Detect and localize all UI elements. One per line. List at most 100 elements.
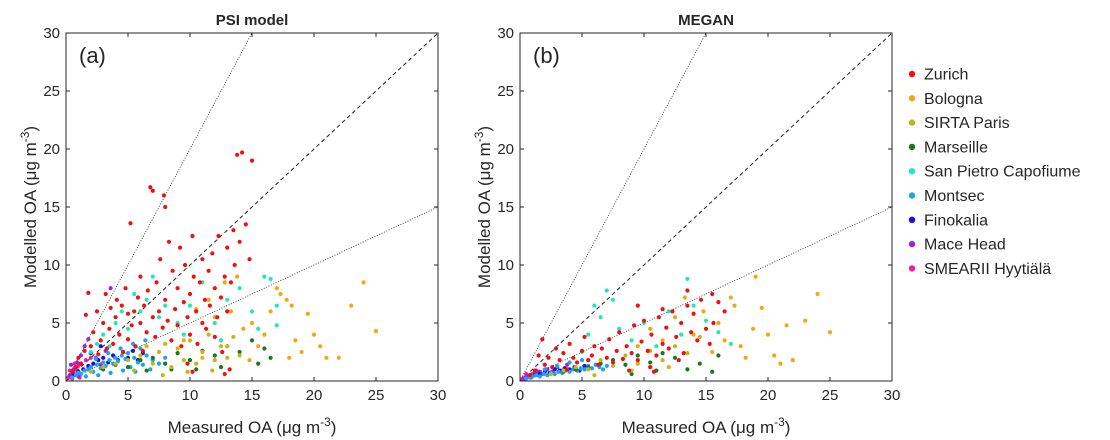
data-point bbox=[654, 344, 659, 349]
legend-item: Bologna bbox=[908, 91, 983, 108]
data-point bbox=[88, 349, 93, 355]
data-point bbox=[676, 358, 681, 363]
data-point bbox=[600, 367, 606, 372]
data-point bbox=[218, 364, 224, 370]
data-point bbox=[550, 364, 555, 370]
data-point bbox=[185, 369, 190, 374]
reference-line-1-to-1 bbox=[66, 33, 438, 381]
data-point bbox=[120, 368, 126, 373]
data-point bbox=[91, 330, 96, 335]
y-tick-label: 10 bbox=[497, 257, 514, 274]
data-point bbox=[200, 349, 205, 355]
data-point bbox=[722, 338, 727, 343]
data-point bbox=[728, 341, 733, 346]
data-point bbox=[212, 320, 217, 326]
data-point bbox=[542, 367, 547, 372]
data-point bbox=[738, 344, 743, 349]
data-point bbox=[697, 334, 702, 340]
data-point bbox=[181, 332, 186, 337]
data-point bbox=[156, 349, 162, 355]
data-point bbox=[218, 344, 224, 349]
legend-item: Zurich bbox=[908, 67, 968, 84]
data-point bbox=[82, 344, 87, 349]
data-point bbox=[790, 358, 795, 363]
data-point bbox=[216, 233, 221, 239]
legend-marker bbox=[908, 119, 916, 126]
data-point bbox=[579, 358, 585, 363]
data-point bbox=[194, 309, 199, 314]
data-point bbox=[262, 332, 267, 337]
data-point bbox=[728, 295, 733, 300]
data-point bbox=[73, 364, 79, 370]
data-point bbox=[249, 320, 255, 326]
y-tick-label: 25 bbox=[497, 83, 514, 100]
x-tick-label: 0 bbox=[516, 387, 524, 404]
data-point bbox=[716, 300, 721, 305]
data-point bbox=[165, 318, 170, 323]
data-point bbox=[138, 309, 143, 314]
data-point bbox=[324, 355, 329, 360]
data-point bbox=[150, 355, 155, 360]
data-point bbox=[225, 309, 230, 314]
data-point bbox=[586, 332, 591, 337]
x-tick-label: 20 bbox=[306, 387, 323, 404]
data-point bbox=[187, 303, 193, 308]
data-point bbox=[743, 355, 748, 360]
y-tick-label: 5 bbox=[52, 315, 60, 332]
panel-megan: 0 5 10 15 20 25 30 0 5 10 15 20 25 30 MEGAN (b) Measured… bbox=[472, 12, 900, 437]
data-point bbox=[648, 360, 653, 365]
data-point bbox=[311, 332, 317, 337]
data-point bbox=[75, 360, 80, 365]
data-point bbox=[101, 355, 106, 360]
data-point bbox=[225, 245, 230, 250]
legend-item: Montsec bbox=[908, 188, 984, 205]
data-point bbox=[150, 361, 155, 366]
data-point bbox=[98, 344, 103, 349]
data-point bbox=[94, 341, 100, 346]
data-point bbox=[144, 330, 149, 335]
data-point bbox=[660, 341, 665, 346]
data-point bbox=[181, 300, 186, 305]
data-point bbox=[274, 303, 279, 308]
data-point bbox=[88, 364, 93, 370]
data-point bbox=[101, 364, 106, 370]
legend: Zurich Bologna SIRTA Paris Marseille San Pie… bbox=[908, 67, 1081, 278]
data-point bbox=[349, 303, 354, 308]
data-point bbox=[599, 346, 604, 351]
data-point bbox=[685, 351, 690, 356]
data-point bbox=[624, 344, 629, 349]
data-point bbox=[101, 360, 106, 365]
legend-marker bbox=[908, 168, 916, 175]
data-point bbox=[144, 353, 149, 358]
data-point bbox=[125, 351, 131, 356]
data-point bbox=[567, 341, 572, 346]
data-point bbox=[191, 274, 196, 279]
data-point bbox=[210, 368, 215, 373]
data-point bbox=[666, 346, 671, 351]
data-point bbox=[83, 312, 88, 317]
data-point bbox=[582, 334, 587, 340]
data-point bbox=[243, 222, 248, 227]
y-tick-label: 0 bbox=[52, 373, 60, 390]
data-point bbox=[660, 351, 665, 356]
data-point bbox=[268, 276, 273, 282]
data-point bbox=[86, 337, 91, 342]
data-point bbox=[132, 309, 137, 314]
data-point bbox=[710, 369, 715, 374]
data-point bbox=[144, 368, 149, 373]
data-point bbox=[96, 352, 101, 357]
series-zurich bbox=[70, 150, 255, 377]
data-point bbox=[681, 351, 686, 356]
panel-label: (a) bbox=[79, 43, 106, 68]
data-point bbox=[237, 286, 242, 291]
legend-label: Montsec bbox=[924, 188, 984, 205]
y-axis-label: Modelled OA (μg m-3) bbox=[18, 126, 40, 288]
data-point bbox=[610, 297, 616, 302]
data-point bbox=[318, 344, 323, 349]
data-point bbox=[225, 355, 230, 360]
legend-label: SMEARII Hyytiälä bbox=[924, 261, 1051, 278]
reference-line-2-to-1 bbox=[66, 33, 253, 381]
data-point bbox=[144, 297, 149, 302]
data-point bbox=[592, 303, 597, 308]
legend-marker bbox=[908, 70, 916, 78]
